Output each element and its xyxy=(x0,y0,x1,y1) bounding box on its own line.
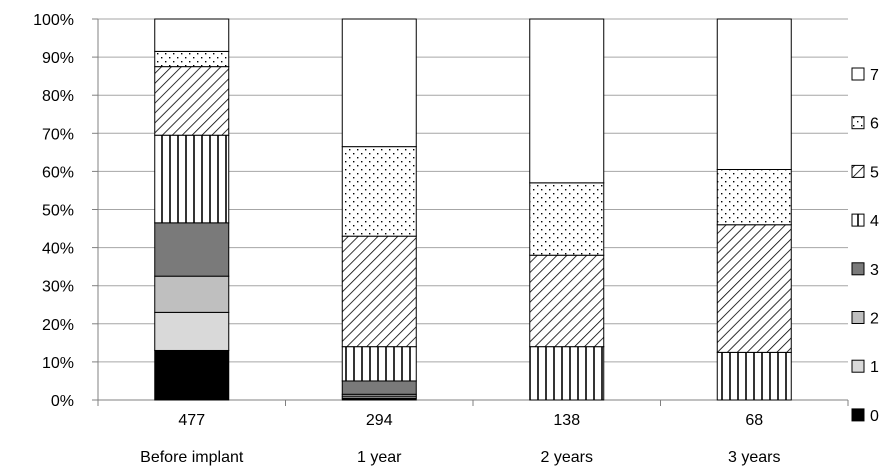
legend-label: 6 xyxy=(870,116,879,133)
bar-segment-5 xyxy=(341,235,417,348)
y-tick-label: 20% xyxy=(42,317,74,334)
y-tick-label: 60% xyxy=(42,164,74,181)
category-name-label: 3 years xyxy=(728,449,780,466)
y-tick-label: 40% xyxy=(42,241,74,258)
y-tick-label: 50% xyxy=(42,203,74,220)
legend-swatch-2 xyxy=(851,311,865,324)
bar-segment-7 xyxy=(341,18,417,148)
bar-segment-6 xyxy=(716,168,792,226)
category-count-label: 138 xyxy=(553,412,580,429)
y-tick-label: 100% xyxy=(33,12,74,29)
bars xyxy=(154,18,792,401)
bar-segment-4 xyxy=(154,134,230,224)
bar-segment-5 xyxy=(154,66,230,136)
legend-label: 4 xyxy=(870,213,879,230)
category-count-label: 294 xyxy=(366,412,393,429)
bar-segment-7 xyxy=(154,18,230,52)
bar-segment-4 xyxy=(341,346,417,382)
bar-segment-5 xyxy=(716,224,792,353)
bar-segment-7 xyxy=(716,18,792,170)
y-tick-label: 10% xyxy=(42,355,74,372)
bar-segment-4 xyxy=(716,351,792,401)
bar-segment-7 xyxy=(529,18,605,184)
bar-segment-6 xyxy=(341,146,417,237)
bar-segment-4 xyxy=(529,346,605,401)
bar-segment-5 xyxy=(529,254,605,348)
legend-swatch-0 xyxy=(851,408,865,422)
legend-swatch-6 xyxy=(851,116,865,130)
category-name-label: Before implant xyxy=(140,449,244,466)
legend-label: 2 xyxy=(870,311,879,328)
y-tick-label: 80% xyxy=(42,88,74,105)
category-count-label: 68 xyxy=(745,412,763,429)
category-name-label: 1 year xyxy=(357,449,402,466)
category-labels: 477 Before implant 294 1 year 138 2 years 68 3 … xyxy=(140,412,780,466)
bar-segment-1 xyxy=(154,311,230,351)
legend-swatch-5 xyxy=(851,164,865,178)
axes: 0% 10% 20% 30% 40% 50% 60% 70% 80% 90% 100% xyxy=(33,12,849,410)
y-tick-label: 70% xyxy=(42,126,74,143)
legend-label: 0 xyxy=(870,408,879,425)
bar-segment-3 xyxy=(341,380,417,395)
bar-segment-6 xyxy=(529,182,605,256)
category-count-label: 477 xyxy=(178,412,205,429)
legend: 7 6 5 4 3 2 1 0 xyxy=(851,67,879,425)
bar-segment-2 xyxy=(154,275,230,313)
legend-swatch-7 xyxy=(851,67,865,81)
bar-segment-6 xyxy=(154,50,230,68)
y-tick-label: 90% xyxy=(42,50,74,67)
legend-swatch-4 xyxy=(851,213,865,227)
y-tick-label: 0% xyxy=(51,393,74,410)
bar-segment-0 xyxy=(154,349,230,401)
legend-label: 1 xyxy=(870,359,879,376)
legend-label: 5 xyxy=(870,164,879,181)
bar-segment-3 xyxy=(154,222,230,277)
legend-swatch-1 xyxy=(851,359,865,373)
legend-label: 3 xyxy=(870,262,879,279)
y-tick-label: 30% xyxy=(42,279,74,296)
legend-label: 7 xyxy=(870,67,879,84)
category-name-label: 2 years xyxy=(541,449,593,466)
legend-swatch-3 xyxy=(851,262,865,276)
